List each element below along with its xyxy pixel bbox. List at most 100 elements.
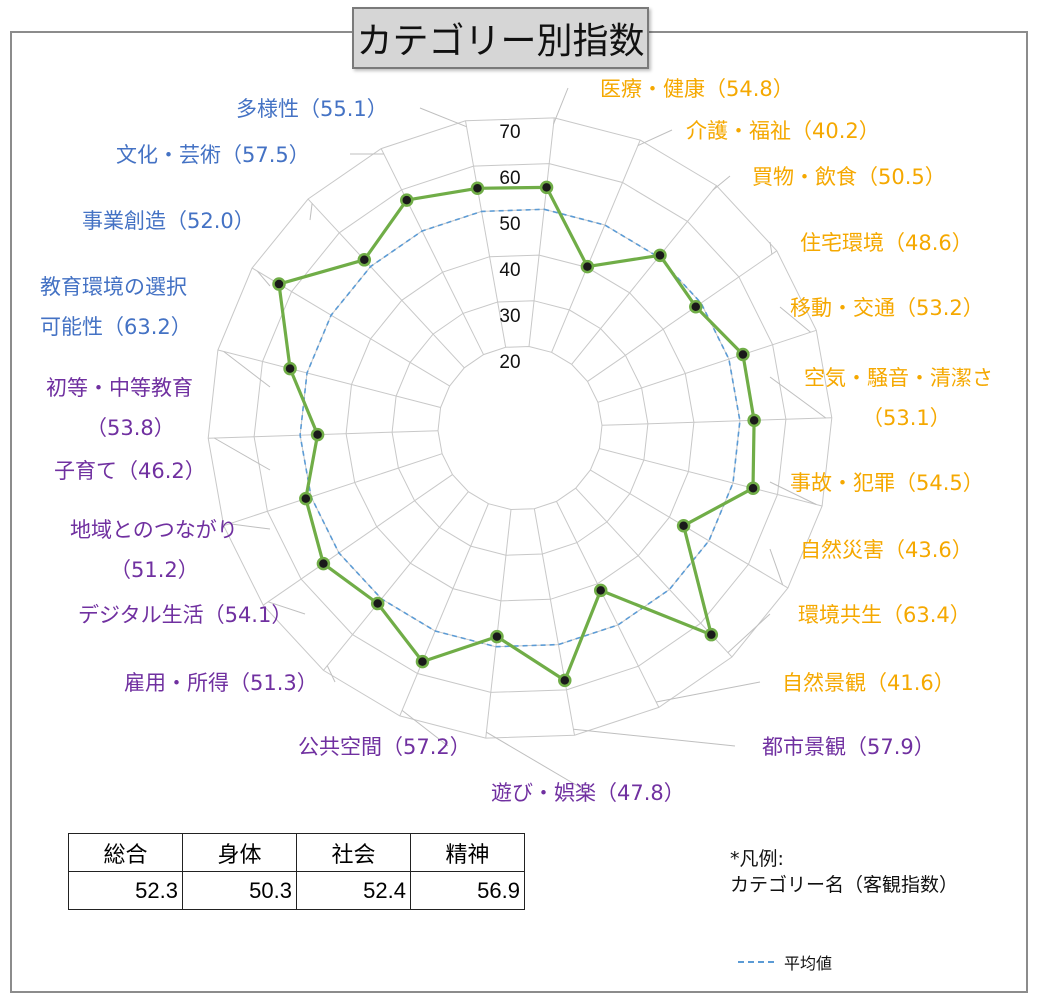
spoke-20	[380, 148, 484, 355]
data-point-7	[676, 518, 691, 533]
data-point-9	[593, 583, 608, 598]
tick-label-20: 20	[499, 352, 520, 373]
data-point-20	[399, 193, 414, 207]
summary-value-spirit: 56.9	[410, 871, 525, 910]
data-point-18	[272, 277, 286, 291]
spoke-3	[587, 250, 778, 382]
category-label-1: 介護・福祉（40.2）	[686, 119, 880, 143]
spoke-15	[223, 453, 443, 527]
spoke-19	[307, 198, 465, 369]
category-label-3: 住宅環境（48.6）	[800, 231, 973, 255]
data-point-21	[470, 181, 485, 196]
summary-header-total: 総合	[68, 833, 183, 872]
chart-frame	[10, 31, 1028, 993]
spoke-5	[601, 417, 832, 426]
category-label-18: 教育環境の選択	[40, 275, 187, 299]
summary-value-total: 52.3	[68, 871, 183, 910]
category-label-17: 初等・中等教育	[46, 376, 193, 400]
spoke-18	[251, 267, 450, 387]
tick-label-40: 40	[499, 260, 520, 281]
category-label-20: 文化・芸術（57.5）	[116, 143, 310, 167]
leader-8	[727, 613, 771, 653]
leader-17	[223, 351, 271, 388]
tick-label-70: 70	[499, 122, 520, 143]
category-label-4: 移動・交通（53.2）	[790, 296, 984, 320]
data-point-6	[746, 481, 760, 495]
spoke-8	[575, 487, 733, 658]
spoke-6	[599, 448, 823, 507]
legend-average-label: 平均値	[784, 954, 833, 973]
leader-5	[769, 376, 827, 419]
leader-12	[401, 710, 449, 747]
leader-19	[309, 203, 313, 221]
leader-21	[419, 107, 467, 128]
leader-10	[573, 728, 736, 747]
category-label-2: 買物・飲食（50.5）	[752, 165, 946, 189]
category-label-7: 自然災害（43.6）	[800, 538, 973, 562]
category-label-18-line2: 可能性（63.2）	[40, 315, 192, 339]
data-point-0	[539, 180, 554, 195]
spoke-1	[551, 139, 641, 353]
grid-ring-70	[207, 117, 833, 739]
summary-header-spirit: 精神	[410, 833, 525, 872]
category-label-5: 空気・騒音・清潔さ	[804, 366, 993, 390]
data-point-13	[370, 596, 385, 611]
data-point-17	[283, 361, 297, 376]
category-label-6: 事故・犯罪（54.5）	[790, 471, 984, 495]
index-series	[272, 180, 761, 688]
legend-note-desc: カテゴリー名（客観指数）	[730, 874, 959, 896]
category-label-14: デジタル生活（54.1）	[78, 603, 292, 627]
leader-14	[267, 601, 306, 615]
leader-16	[213, 437, 271, 471]
data-point-3	[689, 299, 703, 314]
spoke-17	[217, 349, 441, 408]
legend-note-title: *凡例:	[730, 848, 784, 870]
category-label-13: 雇用・所得（51.3）	[124, 671, 318, 695]
spoke-4	[597, 329, 817, 403]
spoke-2	[571, 185, 717, 365]
data-point-4	[736, 347, 750, 362]
average-dash-swatch	[738, 961, 774, 963]
leader-1	[637, 129, 673, 147]
tick-label-50: 50	[499, 214, 520, 235]
summary-table: 総合 身体 社会 精神 52.3 50.3 52.4 56.9	[68, 833, 525, 910]
category-label-9: 自然景観（41.6）	[782, 671, 955, 695]
legend-note: *凡例: カテゴリー名（客観指数）	[730, 846, 958, 898]
label-leaders	[213, 87, 827, 793]
summary-header-body: 身体	[182, 833, 297, 872]
category-label-0: 医療・健康（54.8）	[600, 77, 794, 101]
tick-label-60: 60	[499, 168, 520, 189]
leader-11	[486, 731, 589, 793]
chart-title: カテゴリー別指数	[352, 7, 649, 69]
category-label-15-line2: （51.2）	[110, 558, 199, 582]
leader-9	[656, 681, 761, 703]
summary-value-row: 52.3 50.3 52.4 56.9	[68, 871, 525, 910]
grid-ring-20	[437, 345, 603, 511]
spoke-12	[399, 503, 489, 717]
data-point-2	[653, 248, 667, 263]
leader-2	[712, 175, 731, 191]
category-label-17-line2: （53.8）	[86, 416, 175, 440]
average-polygon	[299, 208, 741, 648]
leader-3	[769, 241, 773, 255]
data-point-11	[490, 629, 504, 644]
leader-15	[229, 523, 271, 530]
category-label-15: 地域とのつながり	[70, 518, 238, 542]
summary-header-row: 総合 身体 社会 精神	[68, 833, 525, 872]
category-label-21: 多様性（55.1）	[236, 97, 388, 121]
grid-ring-30	[391, 300, 649, 556]
leader-0	[553, 87, 569, 124]
data-point-8	[704, 627, 719, 642]
leader-13	[326, 665, 336, 683]
summary-value-body: 50.3	[182, 871, 297, 910]
data-point-19	[357, 253, 372, 267]
summary-value-social: 52.4	[296, 871, 411, 910]
data-point-1	[580, 259, 595, 274]
data-point-16	[310, 427, 325, 442]
category-label-19: 事業創造（52.0）	[82, 209, 255, 233]
spoke-13	[323, 491, 469, 671]
leader-18	[256, 270, 271, 287]
spoke-14	[262, 474, 453, 606]
category-label-10: 都市景観（57.9）	[762, 735, 935, 759]
